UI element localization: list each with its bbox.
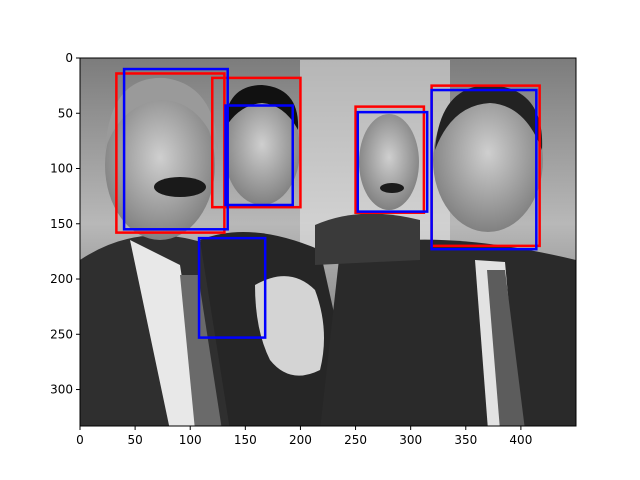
- red-bounding-box: [211, 76, 302, 209]
- y-tick-label: 0: [65, 51, 73, 65]
- x-axis: 0 50 100 150 200 250 300 350 400: [76, 426, 532, 447]
- x-tick-label: 250: [344, 433, 367, 447]
- blue-bounding-box: [224, 104, 294, 207]
- y-tick-label: 100: [50, 162, 73, 176]
- x-tick-label: 350: [454, 433, 477, 447]
- bounding-boxes: [115, 67, 541, 339]
- x-tick-label: 50: [127, 433, 142, 447]
- x-tick-label: 150: [234, 433, 257, 447]
- axes-frame: [79, 57, 577, 427]
- y-tick-label: 50: [58, 106, 73, 120]
- x-tick-label: 200: [289, 433, 312, 447]
- x-tick-label: 300: [399, 433, 422, 447]
- y-axis: 0 50 100 150 200 250 300: [50, 51, 80, 397]
- photo: [80, 58, 576, 426]
- blue-bounding-box: [197, 236, 267, 339]
- y-tick-label: 200: [50, 272, 73, 286]
- x-tick-label: 400: [509, 433, 532, 447]
- y-tick-label: 150: [50, 217, 73, 231]
- y-tick-label: 250: [50, 327, 73, 341]
- x-tick-label: 100: [179, 433, 202, 447]
- y-tick-label: 300: [50, 383, 73, 397]
- blue-bounding-box: [430, 88, 538, 251]
- x-tick-label: 0: [76, 433, 84, 447]
- blue-bounding-box: [356, 110, 429, 213]
- blue-bounding-box: [122, 67, 229, 231]
